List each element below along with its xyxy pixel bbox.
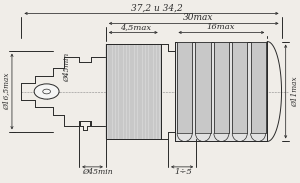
Circle shape [43, 89, 50, 94]
Text: 1÷5: 1÷5 [174, 168, 192, 176]
Bar [196, 42, 211, 133]
Text: Ø45min: Ø45min [63, 52, 71, 82]
Bar [106, 44, 161, 139]
Bar [177, 42, 192, 133]
Bar [250, 42, 266, 133]
Bar [232, 42, 247, 133]
Text: 37,2 и 34,2: 37,2 и 34,2 [131, 3, 183, 12]
Text: 16max: 16max [206, 23, 235, 31]
Bar [214, 42, 229, 133]
Text: Ø11max: Ø11max [291, 76, 299, 107]
Text: 4,5max: 4,5max [120, 23, 151, 31]
Text: Ø16,5max: Ø16,5max [2, 73, 10, 110]
Text: 30max: 30max [182, 13, 213, 23]
Text: Ø45min: Ø45min [82, 168, 112, 176]
Bar [176, 42, 267, 141]
Circle shape [34, 84, 59, 99]
